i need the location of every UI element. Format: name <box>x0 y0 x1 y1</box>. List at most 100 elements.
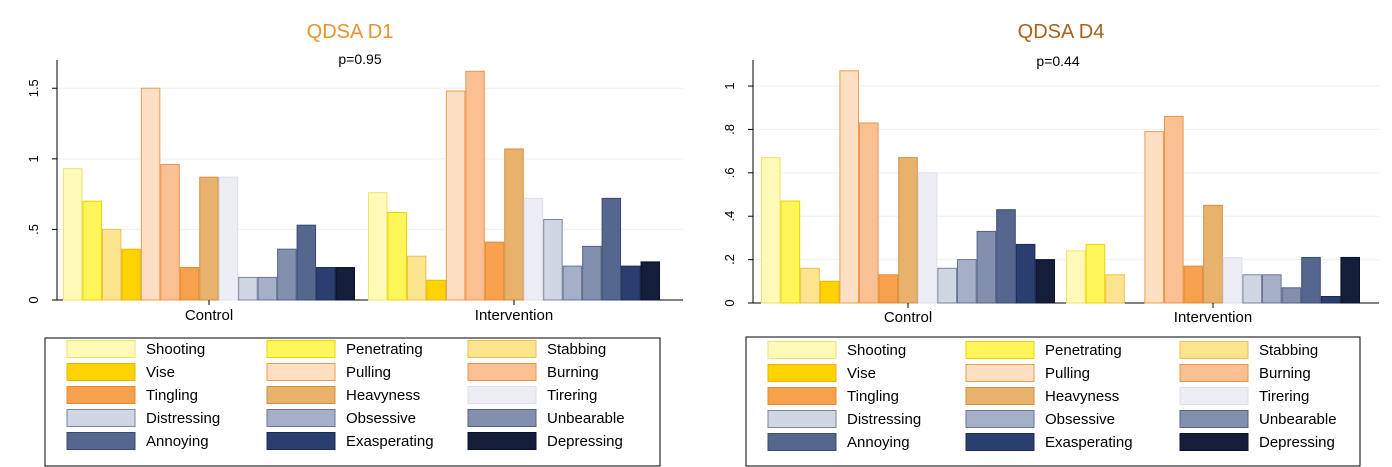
bar-intervention-heavyness <box>1203 204 1223 304</box>
bar-control-exasperating <box>316 267 336 301</box>
bar-intervention-exasperating <box>621 265 641 301</box>
bar-control-tirering <box>917 172 938 304</box>
legend-swatch-tingling <box>66 386 136 404</box>
legend-swatch-tingling <box>767 387 837 405</box>
legend-swatch-distressing <box>767 410 837 428</box>
bar-control-penetrating <box>82 200 102 301</box>
bar-intervention-annoying <box>601 197 622 301</box>
legend-swatch-burning <box>1179 364 1249 382</box>
legend-swatch-depressing <box>1179 433 1249 451</box>
bar-control-vise <box>121 248 141 301</box>
legend-swatch-vise <box>66 363 136 381</box>
legend-label-pulling: Pulling <box>1045 365 1090 382</box>
legend-swatch-annoying <box>66 432 136 450</box>
bar-intervention-penetrating <box>1085 243 1106 304</box>
bar-intervention-annoying <box>1301 256 1321 304</box>
y-tick-label: 1 <box>26 155 41 162</box>
y-tick-label: 1.5 <box>26 79 41 97</box>
legend-label-depressing: Depressing <box>1259 434 1335 451</box>
legend-swatch-obsessive <box>965 410 1035 428</box>
legend-swatch-shooting <box>66 340 136 358</box>
legend-swatch-obsessive <box>266 409 336 427</box>
legend-swatch-depressing <box>467 432 537 450</box>
bar-control-penetrating <box>780 200 801 304</box>
legend-swatch-heavyness <box>965 387 1035 405</box>
bar-intervention-depressing <box>1340 256 1361 304</box>
legend-label-shooting: Shooting <box>146 341 205 358</box>
legend-label-unbearable: Unbearable <box>1259 411 1337 428</box>
legend: Shooting Penetrating Stabbing Vise Pulling Bu… <box>44 337 661 467</box>
bar-intervention-obsessive <box>562 265 583 301</box>
legend-label-tingling: Tingling <box>146 387 198 404</box>
legend-swatch-annoying <box>767 433 837 451</box>
p-value-annotation: p=0.95 <box>338 51 381 67</box>
bar-intervention-penetrating <box>387 211 407 301</box>
bar-intervention-pulling <box>445 90 466 301</box>
bar-intervention-burning <box>465 70 485 301</box>
legend-swatch-tirering <box>1179 387 1249 405</box>
bar-intervention-exasperating <box>1320 295 1341 304</box>
legend-label-tirering: Tirering <box>1259 388 1309 405</box>
x-category-label: Intervention <box>1174 309 1252 326</box>
legend-swatch-unbearable <box>467 409 537 427</box>
bar-control-pulling <box>839 70 859 304</box>
legend-label-unbearable: Unbearable <box>547 410 625 427</box>
bar-control-stabbing <box>101 228 122 301</box>
legend-label-obsessive: Obsessive <box>346 410 416 427</box>
bar-intervention-depressing <box>640 261 660 301</box>
bar-intervention-tingling <box>1183 265 1204 304</box>
legend-label-heavyness: Heavyness <box>1045 388 1119 405</box>
legend-label-tingling: Tingling <box>847 388 899 405</box>
legend-swatch-distressing <box>66 409 136 427</box>
legend-label-exasperating: Exasperating <box>346 433 434 450</box>
legend-swatch-heavyness <box>266 386 336 404</box>
bar-control-vise <box>819 280 840 304</box>
p-value-annotation: p=0.44 <box>1036 53 1079 69</box>
x-category-label: Intervention <box>475 307 553 324</box>
legend-label-obsessive: Obsessive <box>1045 411 1115 428</box>
legend-label-shooting: Shooting <box>847 342 906 359</box>
bar-control-tingling <box>179 267 200 301</box>
bar-control-depressing <box>335 267 355 301</box>
chart-title: QDSA D4 <box>1018 21 1105 43</box>
legend-label-burning: Burning <box>1259 365 1311 382</box>
legend-label-annoying: Annoying <box>847 434 910 451</box>
bar-intervention-burning <box>1164 115 1184 304</box>
legend-swatch-burning <box>467 363 537 381</box>
legend-box <box>44 337 661 467</box>
bar-intervention-obsessive <box>1262 274 1282 304</box>
legend-swatch-stabbing <box>1179 341 1249 359</box>
y-tick-label: .2 <box>722 254 737 265</box>
bar-control-heavyness <box>199 176 219 301</box>
legend-swatch-pulling <box>266 363 336 381</box>
legend-swatch-shooting <box>767 341 837 359</box>
legend-swatch-exasperating <box>266 432 336 450</box>
legend-swatch-penetrating <box>965 341 1035 359</box>
bar-control-burning <box>160 163 180 301</box>
chart-qdsa-d4: QDSA D4 0 .2 .4 .6 .8 1 p=0.44 Control Interventi… <box>722 21 1379 467</box>
legend-label-distressing: Distressing <box>146 410 220 427</box>
bar-control-tingling <box>878 274 899 304</box>
bar-intervention-stabbing <box>1105 274 1125 304</box>
bar-control-annoying <box>996 209 1016 304</box>
bar-intervention-stabbing <box>406 255 427 301</box>
legend-swatch-vise <box>767 364 837 382</box>
x-category-label: Control <box>884 309 932 326</box>
bar-control-annoying <box>296 224 317 301</box>
legend-label-distressing: Distressing <box>847 411 921 428</box>
bar-intervention-distressing <box>543 219 563 301</box>
bar-intervention-heavyness <box>504 148 524 301</box>
y-tick-label: .5 <box>26 224 41 235</box>
bar-control-obsessive <box>957 259 977 304</box>
bar-control-burning <box>859 122 879 304</box>
bar-intervention-vise <box>426 279 446 301</box>
legend-label-annoying: Annoying <box>146 433 209 450</box>
bar-control-heavyness <box>898 157 918 304</box>
legend-label-stabbing: Stabbing <box>1259 342 1318 359</box>
x-category-label: Control <box>185 307 233 324</box>
y-tick-label: .6 <box>722 167 737 178</box>
legend-swatch-stabbing <box>467 340 537 358</box>
legend-label-exasperating: Exasperating <box>1045 434 1133 451</box>
legend-box <box>745 336 1361 467</box>
legend-label-vise: Vise <box>146 364 175 381</box>
